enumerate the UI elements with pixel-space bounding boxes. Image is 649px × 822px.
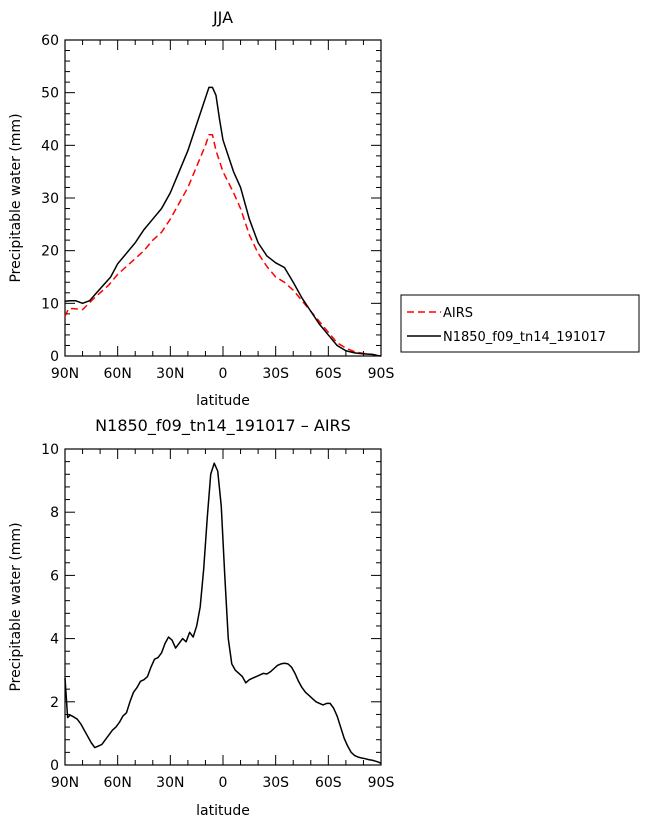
y-tick-label: 8 xyxy=(50,505,59,521)
plot-frame xyxy=(64,39,382,357)
y-tick-label: 30 xyxy=(41,191,59,207)
y-tick-label: 10 xyxy=(41,296,59,312)
series-line-n1850-f09-tn14-191017 xyxy=(64,86,382,357)
x-tick-label: 60N xyxy=(104,775,132,791)
y-tick-label: 10 xyxy=(41,442,59,458)
chart-2: 90N 60N 30N 0 30S 60S 90S 0 2 4 6 8 10 N1850_f09_tn14… xyxy=(8,416,394,819)
x-tick-label: 0 xyxy=(219,366,228,382)
x-tick-label: 60S xyxy=(315,775,342,791)
legend-entry: N1850_f09_tn14_191017 xyxy=(443,330,606,345)
y-tick-label: 40 xyxy=(41,138,59,154)
y-tick-label: 20 xyxy=(41,244,59,260)
x-tick-label: 30S xyxy=(262,775,289,791)
y-tick-label: 0 xyxy=(50,349,59,365)
x-tick-label: 60N xyxy=(104,366,132,382)
y-tick-label: 0 xyxy=(50,758,59,774)
y-tick-label: 4 xyxy=(50,632,59,648)
y-tick-label: 50 xyxy=(41,86,59,102)
y-tick-label: 6 xyxy=(50,568,59,584)
x-tick-label: 30N xyxy=(156,366,184,382)
chart-1: 90N 60N 30N 0 30S 60S 90S 0 10 20 30 40 50 60 JJA latit… xyxy=(8,8,640,409)
chart-title: JJA xyxy=(212,8,233,27)
legend-entry: AIRS xyxy=(443,306,473,321)
y-axis-label: Precipitable water (mm) xyxy=(8,522,24,691)
y-tick-label: 60 xyxy=(41,33,59,49)
y-tick-label: 2 xyxy=(50,695,59,711)
y-axis-label: Precipitable water (mm) xyxy=(8,113,24,282)
x-tick-label: 0 xyxy=(219,775,228,791)
x-axis-label: latitude xyxy=(196,803,250,819)
plot-frame xyxy=(64,448,382,766)
x-tick-label: 90S xyxy=(368,775,395,791)
series-line-airs xyxy=(64,134,382,357)
x-tick-label: 30N xyxy=(156,775,184,791)
x-tick-label: 90N xyxy=(51,775,79,791)
legend-box xyxy=(400,294,640,353)
x-tick-label: 60S xyxy=(315,366,342,382)
x-tick-label: 90S xyxy=(368,366,395,382)
chart-title: N1850_f09_tn14_191017 – AIRS xyxy=(95,416,351,436)
legend: AIRS N1850_f09_tn14_191017 xyxy=(400,294,640,353)
x-tick-label: 30S xyxy=(262,366,289,382)
x-tick-label: 90N xyxy=(51,366,79,382)
series-line-difference xyxy=(64,462,382,765)
x-axis-label: latitude xyxy=(196,393,250,409)
